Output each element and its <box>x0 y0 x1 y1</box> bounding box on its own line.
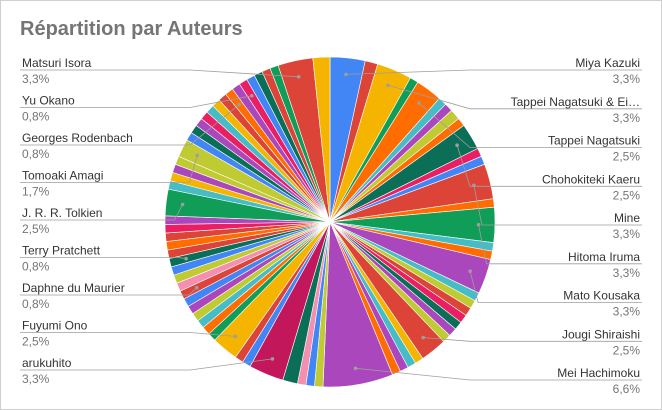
leader-line <box>20 257 187 260</box>
slice-label-percent: 0,8% <box>22 110 50 124</box>
slice-label-percent: 2,5% <box>22 335 50 349</box>
slice-label-name: Tappei Nagatsuki <box>548 134 640 148</box>
leader-line <box>345 69 642 75</box>
slice-label-name: Fuyumi Ono <box>22 319 88 333</box>
slice-label-percent: 3,3% <box>613 305 641 319</box>
slice-label-name: Tappei Nagatsuki & Ei… <box>511 95 640 109</box>
slice-label-name: Jougi Shiraishi <box>562 327 640 341</box>
slice-label-percent: 0,8% <box>22 260 50 274</box>
slice-label-percent: 3,3% <box>613 227 641 241</box>
slice-label-percent: 3,3% <box>613 72 641 86</box>
leader-line <box>355 367 642 381</box>
leader-line <box>456 145 642 187</box>
slice-label-percent: 3,3% <box>22 72 50 86</box>
pie-slices <box>164 56 496 388</box>
slice-label-name: Terry Pratchett <box>22 244 101 258</box>
slice-label-name: Matsuri Isora <box>22 56 92 70</box>
slice-label-name: Tomoaki Amagi <box>22 169 103 183</box>
slice-label-percent: 2,5% <box>613 150 641 164</box>
slice-label-name: Mine <box>614 211 640 225</box>
slice-label-percent: 3,3% <box>613 266 641 280</box>
slice-label-percent: 1,7% <box>22 185 50 199</box>
slice-label-percent: 2,5% <box>22 222 50 236</box>
leader-line <box>20 155 198 183</box>
pie-labels: Matsuri Isora 3,3% Yu Okano 0,8% Georges Rod… <box>20 56 642 396</box>
pie-slice[interactable] <box>312 56 331 223</box>
slice-label-percent: 0,8% <box>22 147 50 161</box>
slice-label-name: Mato Kousaka <box>563 289 640 303</box>
slice-label-name: Yu Okano <box>22 94 75 108</box>
chart-title: Répartition par Auteurs <box>20 18 243 40</box>
slice-label-percent: 2,5% <box>613 188 641 202</box>
slice-label-percent: 3,3% <box>22 372 50 386</box>
leader-line <box>423 337 642 342</box>
leader-line <box>478 224 642 265</box>
slice-label-name: Chohokiteki Kaeru <box>542 172 640 186</box>
slice-label-percent: 6,6% <box>613 382 641 396</box>
slice-label-name: Hitoma Iruma <box>568 250 640 264</box>
slice-label-name: Georges Rodenbach <box>22 131 133 145</box>
leader-line <box>20 358 273 371</box>
slice-label-name: J. R. R. Tolkien <box>22 206 102 220</box>
leader-dot <box>270 357 275 361</box>
slice-label-name: Miya Kazuki <box>575 56 640 70</box>
leader-line <box>469 271 642 303</box>
leader-line <box>387 84 642 110</box>
slice-label-name: Mei Hachimoku <box>557 366 640 380</box>
leader-dot <box>233 334 238 339</box>
leader-line <box>20 287 198 296</box>
leader-line <box>20 104 240 146</box>
leader-line <box>418 102 642 148</box>
slice-label-percent: 0,8% <box>22 297 50 311</box>
slice-label-name: arukuhito <box>22 356 72 370</box>
slice-label-percent: 3,3% <box>613 111 641 125</box>
slice-label-percent: 2,5% <box>613 343 641 357</box>
leader-line <box>20 204 183 221</box>
slice-label-name: Daphne du Maurier <box>22 281 125 295</box>
leader-line <box>20 69 299 78</box>
leader-line <box>20 95 252 108</box>
leader-line <box>20 332 236 337</box>
leader-line <box>473 185 642 226</box>
